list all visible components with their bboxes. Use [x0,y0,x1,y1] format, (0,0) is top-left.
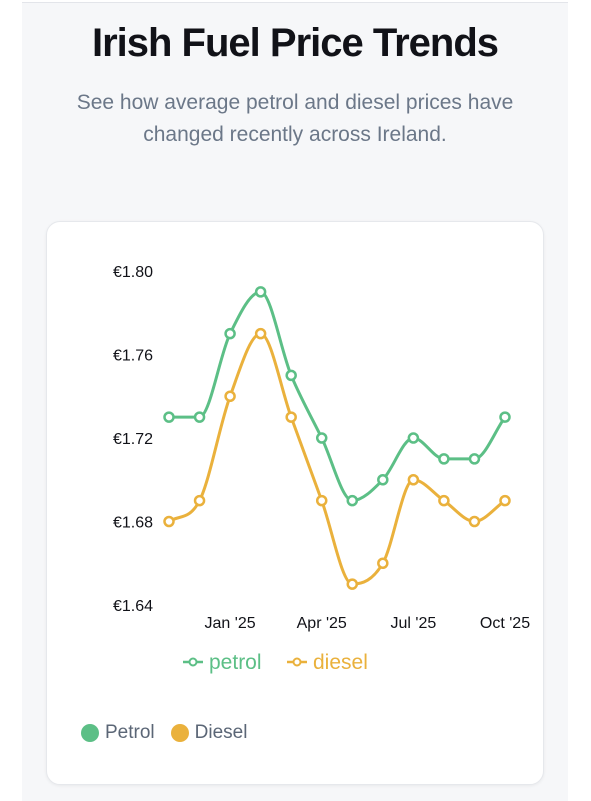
bottom-legend: Petrol Diesel [81,722,263,744]
diesel-point [377,557,389,569]
petrol-legend-marker-icon [188,657,198,667]
petrol-point [499,411,511,423]
page-title: Irish Fuel Price Trends [91,21,499,65]
diesel-point [468,515,481,528]
diesel-point [193,494,206,507]
fuel-price-chart: €1.80 €1.76 €1.72 €1.68 €1.64 Jan '25 Apr '25 J… [113,264,530,674]
diesel-point [163,515,175,528]
petrol-line [168,290,507,503]
y-tick-label: €1.68 [113,515,153,532]
bottom-legend-label: Diesel [194,722,248,743]
x-tick-label: Jul '25 [390,615,436,632]
x-tick-label: Oct '25 [480,615,530,632]
petrol-legend-label: petrol [209,651,262,674]
page: Irish Fuel Price Trends See how average … [22,2,568,801]
chart-card: €1.80 €1.76 €1.72 €1.68 €1.64 Jan '25 Apr '25 J… [46,221,544,785]
diesel-legend-marker-icon [292,657,302,667]
page-subtitle: See how average petrol and diesel prices… [76,91,514,146]
diesel-point [285,411,297,423]
petrol-point [193,411,206,423]
petrol-point [468,453,481,465]
petrol-point [377,474,389,486]
diesel-point [499,494,511,507]
petrol-point [285,369,297,382]
petrol-point [254,286,267,298]
y-tick-label: €1.76 [113,348,153,365]
legend-dot-icon [81,724,99,742]
diesel-point [407,474,420,486]
diesel-point [346,578,359,590]
x-tick-label: Jan '25 [205,615,256,632]
legend-dot-icon [170,724,189,742]
y-tick-label: €1.80 [113,264,153,281]
diesel-point [438,494,450,507]
bottom-legend-item: Diesel [170,722,248,744]
y-tick-label: €1.72 [113,431,153,448]
diesel-point [254,327,267,340]
diesel-legend-label: diesel [313,651,368,674]
petrol-point [163,411,175,423]
bottom-legend-item: Petrol [81,722,155,744]
diesel-point [224,390,236,402]
petrol-point [315,432,328,444]
petrol-point [407,432,420,444]
diesel-point [315,494,328,507]
petrol-point [346,494,359,507]
x-tick-label: Apr '25 [297,615,347,632]
y-tick-label: €1.64 [113,598,153,615]
petrol-point [224,327,236,340]
bottom-legend-label: Petrol [105,722,155,743]
petrol-point [438,453,450,465]
